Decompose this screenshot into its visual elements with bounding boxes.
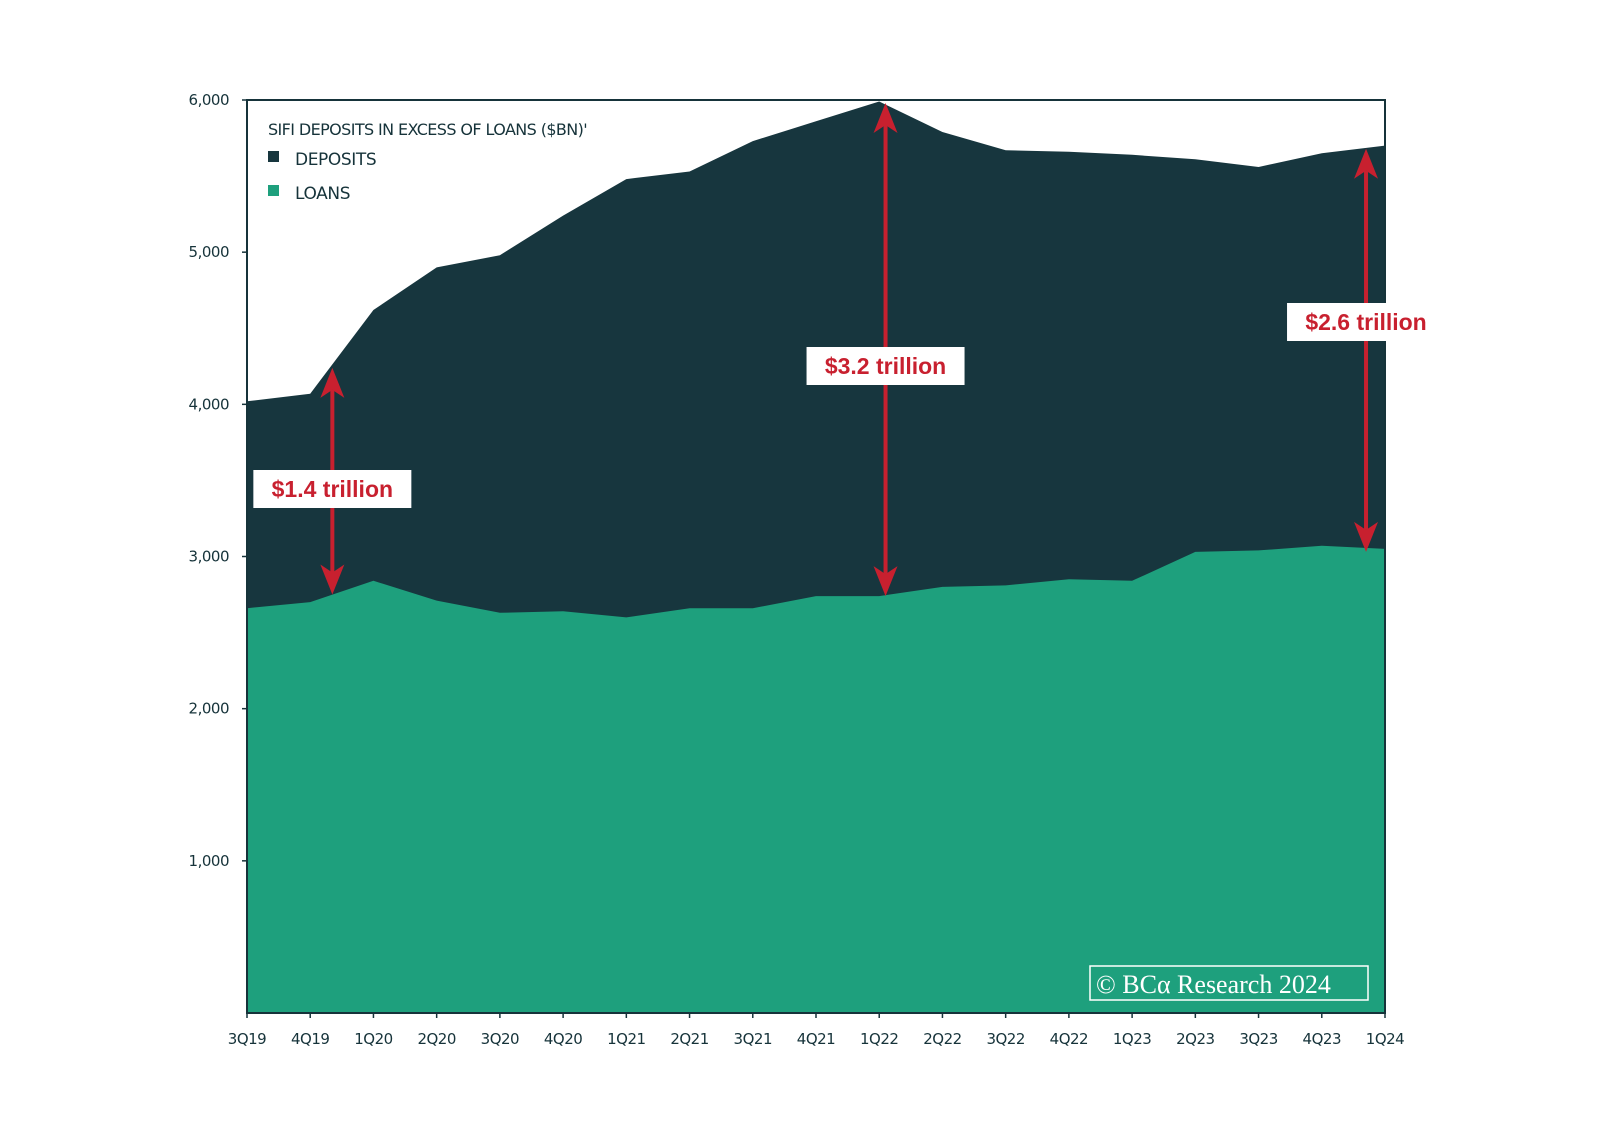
- y-tick-label: 6,000: [189, 91, 229, 109]
- annotation-arrowhead-down: [1354, 521, 1379, 552]
- x-tick-label: 4Q21: [797, 1030, 835, 1048]
- y-tick-label: 1,000: [189, 852, 229, 870]
- annotation-arrowhead-up: [1354, 148, 1379, 179]
- x-tick-label: 3Q22: [986, 1030, 1024, 1048]
- x-tick-label: 2Q23: [1176, 1030, 1214, 1048]
- x-tick-label: 1Q21: [607, 1030, 645, 1048]
- annotations: $1.4 trillion $3.2 trillion $2.6 trillion: [253, 103, 1446, 597]
- x-tick-label: 3Q19: [228, 1030, 266, 1048]
- x-tick-label: 3Q23: [1239, 1030, 1277, 1048]
- x-tick-label: 4Q23: [1303, 1030, 1341, 1048]
- y-tick-label: 2,000: [189, 700, 229, 718]
- legend-swatch-loans: [268, 185, 279, 196]
- x-tick-label: 4Q20: [544, 1030, 582, 1048]
- y-tick-label: 3,000: [189, 548, 229, 566]
- annotation-label: $3.2 trillion: [825, 353, 946, 379]
- watermark: © BCα Research 2024: [1089, 965, 1369, 1001]
- y-tick-label: 5,000: [189, 243, 229, 261]
- annotation-label-box: [806, 347, 965, 385]
- legend-label-deposits: DEPOSITS: [295, 150, 376, 170]
- x-tick-label: 2Q22: [923, 1030, 961, 1048]
- annotation-arrowhead-down: [873, 566, 898, 597]
- annotation-arrowhead-down: [320, 564, 345, 595]
- x-tick-label: 4Q22: [1050, 1030, 1088, 1048]
- area-loans: [247, 545, 1385, 1013]
- x-tick-label: 1Q24: [1366, 1030, 1404, 1048]
- x-tick-label: 4Q19: [291, 1030, 329, 1048]
- annotation-label: $2.6 trillion: [1305, 309, 1426, 335]
- annotation-label: $1.4 trillion: [272, 476, 393, 502]
- annotation-arrowhead-up: [320, 367, 345, 398]
- x-tick-label: 1Q22: [860, 1030, 898, 1048]
- y-axis: 1,000 2,000 3,000 4,000 5,000 6,000: [189, 91, 247, 870]
- x-axis: 3Q19 4Q19 1Q20 2Q20 3Q20 4Q20 1Q21 2Q21 3Q21 4Q21…: [228, 1013, 1405, 1048]
- legend-swatch-deposits: [268, 151, 279, 162]
- watermark-text: © BCα Research 2024: [1096, 970, 1331, 999]
- annotation-label-box: [253, 470, 412, 508]
- chart-title: SIFI DEPOSITS IN EXCESS OF LOANS ($BN)': [268, 120, 587, 139]
- watermark-frame: [1089, 965, 1369, 1001]
- annotation-arrowhead-up: [873, 103, 898, 134]
- x-tick-label: 1Q20: [354, 1030, 392, 1048]
- annotation-label-box: [1287, 303, 1446, 341]
- x-tick-label: 3Q21: [734, 1030, 772, 1048]
- chart-areas: [247, 101, 1385, 1013]
- x-tick-label: 1Q23: [1113, 1030, 1151, 1048]
- x-tick-label: 2Q21: [670, 1030, 708, 1048]
- legend: SIFI DEPOSITS IN EXCESS OF LOANS ($BN)' …: [268, 120, 588, 204]
- x-tick-label: 3Q20: [481, 1030, 519, 1048]
- x-tick-label: 2Q20: [417, 1030, 455, 1048]
- legend-label-loans: LOANS: [295, 184, 350, 204]
- plot-frame: [246, 99, 1386, 1014]
- y-tick-label: 4,000: [189, 395, 229, 413]
